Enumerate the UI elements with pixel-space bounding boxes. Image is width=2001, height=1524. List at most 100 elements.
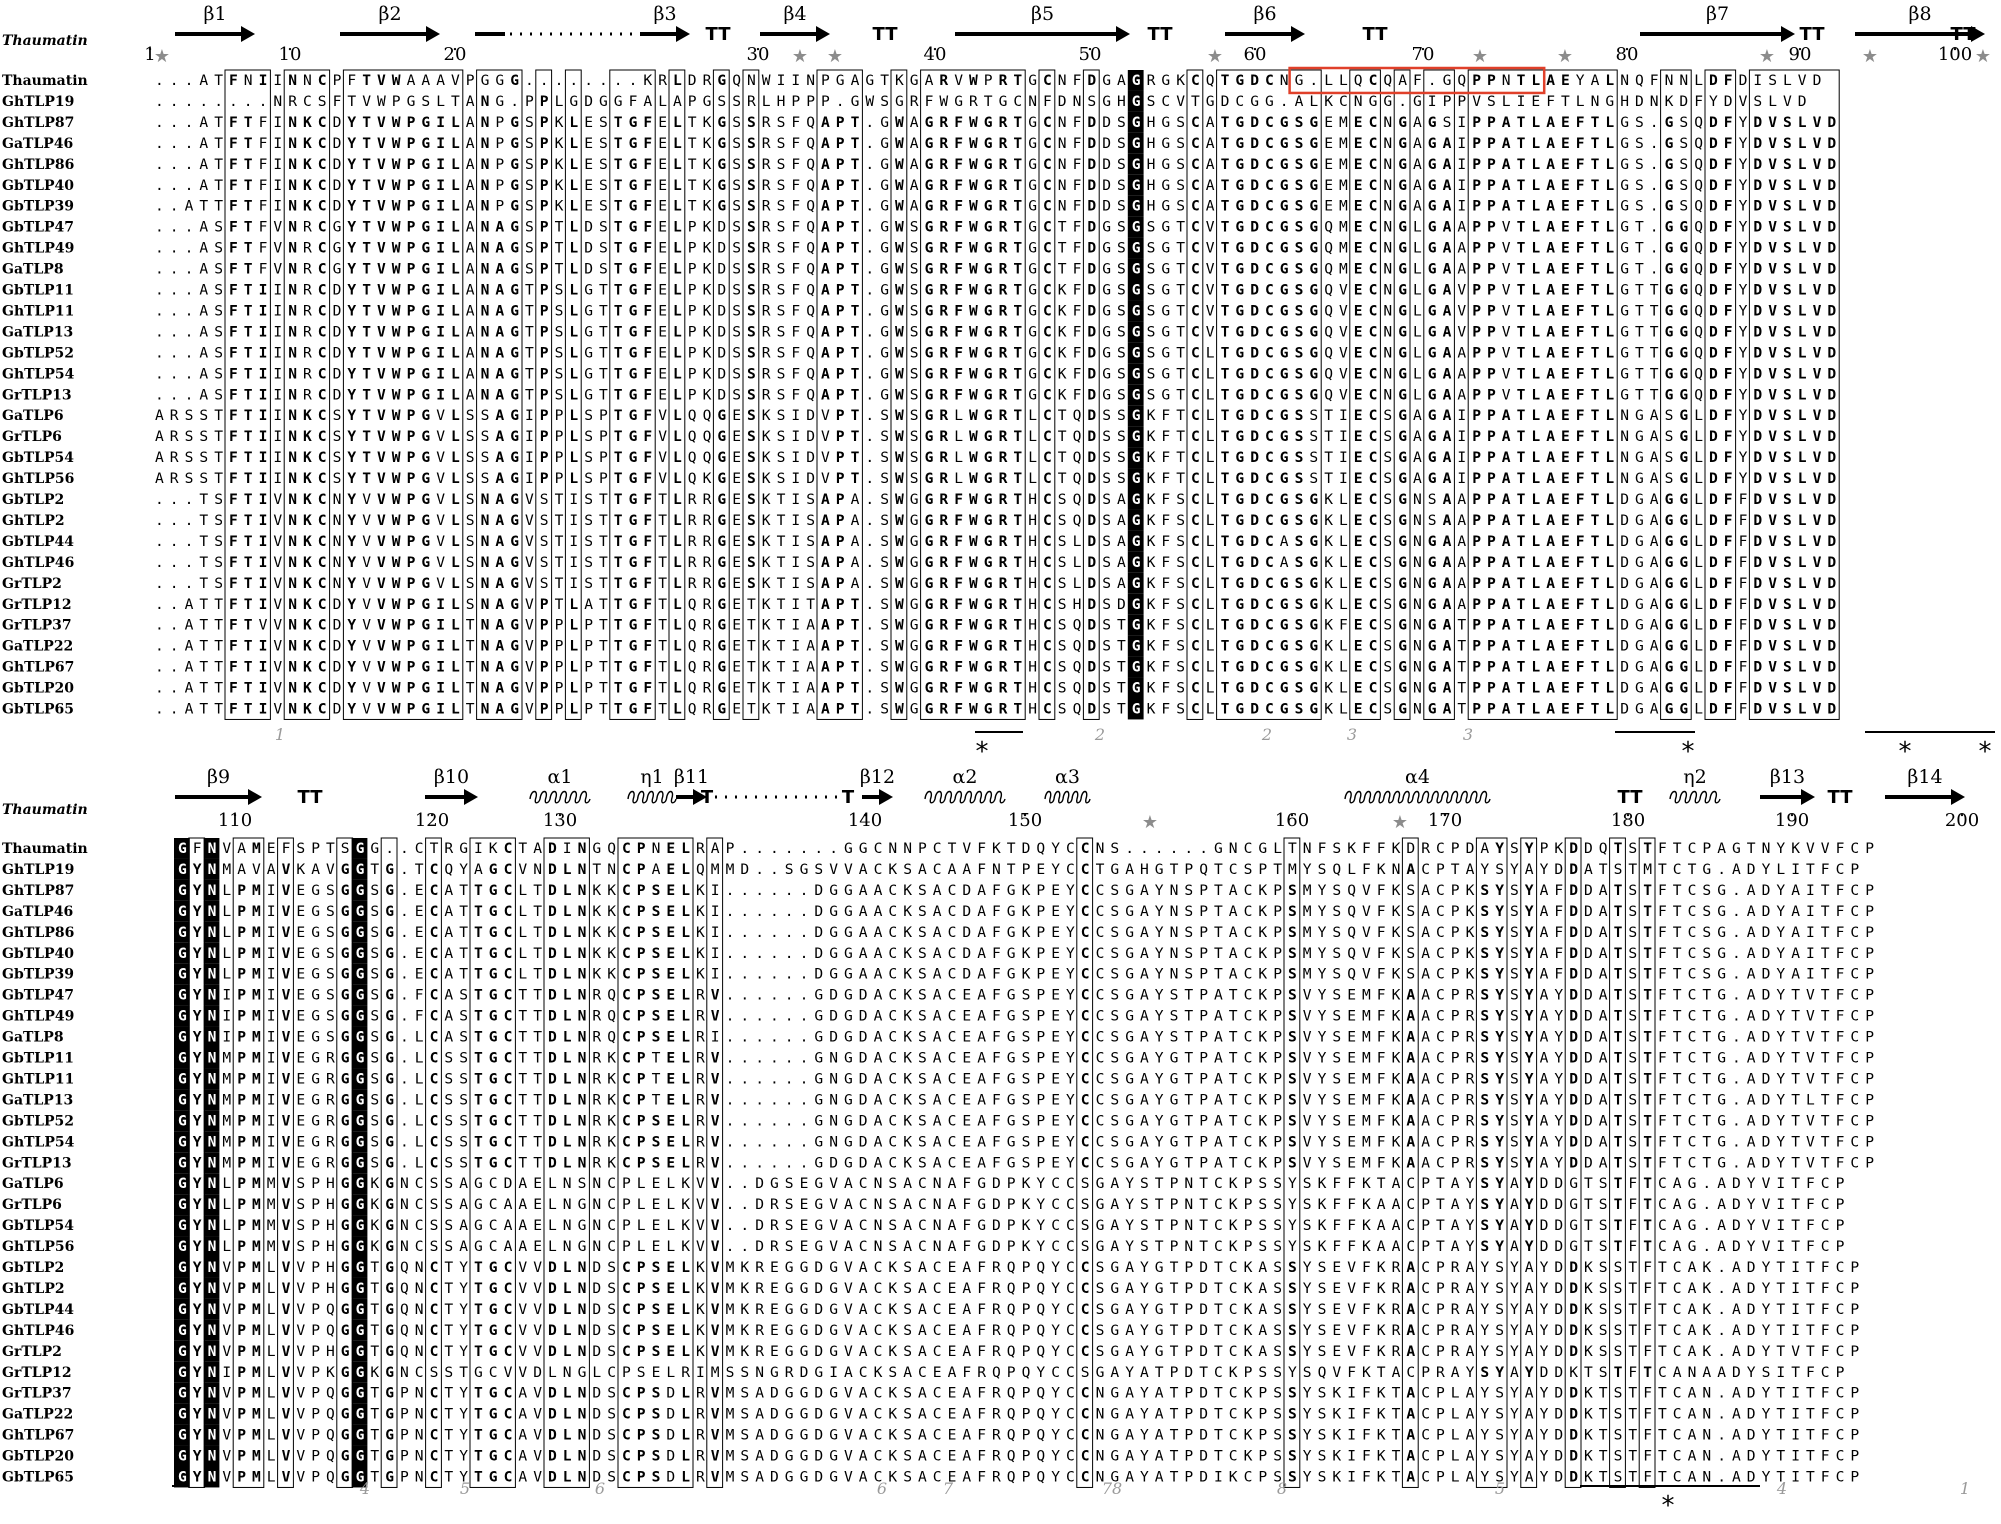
- res-b1-5-53: R: [939, 177, 948, 194]
- res-b1-28-69: S: [1176, 659, 1185, 676]
- res-b1-24-52: G: [925, 575, 934, 592]
- res-b1-21-94: A: [1546, 512, 1555, 529]
- res-b1-10-90: P: [1487, 282, 1496, 299]
- res-b1-9-92: T: [1517, 261, 1526, 278]
- res-b2-5-18: A: [444, 945, 453, 962]
- res-b1-16-68: F: [1161, 407, 1170, 424]
- res-b1-3-80: M: [1339, 135, 1348, 152]
- res-b1-2-70: C: [1191, 114, 1200, 131]
- res-b2-7-50: S: [918, 987, 927, 1004]
- res-b1-7-33: F: [643, 219, 652, 236]
- res-b1-10-6: T: [244, 282, 253, 299]
- res-b2-5-106: A: [1747, 945, 1756, 962]
- res-bg-b1-13-66: [1127, 342, 1144, 364]
- res-b1-14-30: T: [599, 365, 608, 382]
- res-b1-17-47: T: [851, 428, 860, 445]
- res-b1-23-8: V: [273, 554, 282, 571]
- res-b1-27-97: T: [1591, 638, 1600, 655]
- res-b2-6-51: A: [933, 966, 942, 983]
- res-b1-28-110: S: [1783, 659, 1792, 676]
- res-b1-10-62: F: [1073, 282, 1082, 299]
- res-b1-11-18: G: [421, 302, 430, 319]
- res-b1-4-80: M: [1339, 156, 1348, 173]
- res-b1-11-8: I: [273, 302, 282, 319]
- res-b1-3-89: P: [1472, 135, 1481, 152]
- res-b1-22-68: F: [1161, 533, 1170, 550]
- res-b2-4-87: K: [1466, 924, 1475, 941]
- res-b2-2-28: K: [592, 882, 601, 899]
- res-b1-6-112: V: [1813, 198, 1822, 215]
- res-b2-8-51: A: [933, 1008, 942, 1025]
- res-b2-8-41: .: [785, 1008, 794, 1025]
- res-b1-29-82: C: [1369, 680, 1378, 697]
- res-b1-30-39: E: [732, 701, 741, 718]
- res-b1-23-66: G: [1132, 554, 1141, 571]
- res-b1-22-110: S: [1783, 533, 1792, 550]
- res-b1-13-52: G: [925, 344, 934, 361]
- res-b2-3-2: N: [208, 903, 217, 920]
- res-b2-1-4: A: [237, 861, 246, 878]
- num-dot-b1-4: .: [932, 34, 938, 55]
- res-b2-4-26: L: [563, 924, 572, 941]
- res-b1-23-108: D: [1753, 554, 1762, 571]
- res-b2-7-96: A: [1599, 987, 1608, 1004]
- res-b1-28-30: T: [599, 659, 608, 676]
- res-b1-19-14: T: [362, 470, 371, 487]
- res-b2-5-94: D: [1569, 945, 1578, 962]
- res-b2-9-48: C: [888, 1029, 897, 1046]
- res-b1-9-72: T: [1221, 261, 1230, 278]
- res-b1-2-57: R: [999, 114, 1008, 131]
- res-b1-22-38: G: [717, 533, 726, 550]
- res-b1-7-40: S: [747, 219, 756, 236]
- res-b2-3-38: .: [740, 903, 749, 920]
- res-b1-30-61: S: [1058, 701, 1067, 718]
- res-b1-24-0: .: [155, 575, 164, 592]
- res-b2-9-112: F: [1836, 1029, 1845, 1046]
- res-b1-7-68: G: [1161, 219, 1170, 236]
- res-b1-22-103: G: [1679, 533, 1688, 550]
- res-b1-8-94: A: [1546, 240, 1555, 257]
- res-b1-15-42: S: [777, 386, 786, 403]
- res-b1-12-72: T: [1221, 323, 1230, 340]
- num-dot-b1-10: .: [1952, 34, 1958, 55]
- ss-b2-8-label: α2: [953, 766, 978, 788]
- ss-b2-9: [1044, 790, 1091, 804]
- res-b1-30-55: W: [969, 701, 978, 718]
- res-b1-10-28: L: [569, 282, 578, 299]
- res-b1-29-62: Q: [1073, 680, 1082, 697]
- res-b1-15-97: T: [1591, 386, 1600, 403]
- res-b1-12-98: L: [1605, 323, 1614, 340]
- res-b1-11-64: G: [1102, 302, 1111, 319]
- res-b1-19-69: T: [1176, 470, 1185, 487]
- res-b2-1-67: T: [1170, 861, 1179, 878]
- res-b1-10-61: K: [1058, 282, 1067, 299]
- res-b1-23-21: S: [466, 554, 475, 571]
- res-b1-8-101: .: [1650, 240, 1659, 257]
- res-b1-19-104: L: [1694, 470, 1703, 487]
- res-b1-8-40: S: [747, 240, 756, 257]
- res-b1-22-22: N: [481, 533, 490, 550]
- res-b2-2-0: G: [178, 882, 187, 899]
- res-b1-28-94: A: [1546, 659, 1555, 676]
- res-b2-5-66: Y: [1155, 945, 1164, 962]
- res-b2-7-8: E: [296, 987, 305, 1004]
- res-b1-4-62: F: [1073, 156, 1082, 173]
- res-b1-30-112: V: [1813, 701, 1822, 718]
- res-b1-2-17: P: [407, 114, 416, 131]
- res-b1-14-81: E: [1354, 365, 1363, 382]
- res-b1-14-3: A: [199, 365, 208, 382]
- res-b1-17-27: P: [555, 428, 564, 445]
- res-b2-1-89: S: [1495, 861, 1504, 878]
- res-b1-7-13: Y: [347, 219, 356, 236]
- res-b1-29-49: S: [880, 680, 889, 697]
- res-b2-5-28: K: [592, 945, 601, 962]
- res-b2-8-34: L: [681, 1008, 690, 1025]
- res-b1-19-17: P: [407, 470, 416, 487]
- res-b1-28-26: P: [540, 659, 549, 676]
- res-b1-11-0: .: [155, 302, 164, 319]
- res-b1-15-24: G: [510, 386, 519, 403]
- res-b1-18-4: T: [214, 449, 223, 466]
- res-b2-3-50: S: [918, 903, 927, 920]
- res-b2-8-105: .: [1732, 1008, 1741, 1025]
- res-b1-16-41: K: [762, 407, 771, 424]
